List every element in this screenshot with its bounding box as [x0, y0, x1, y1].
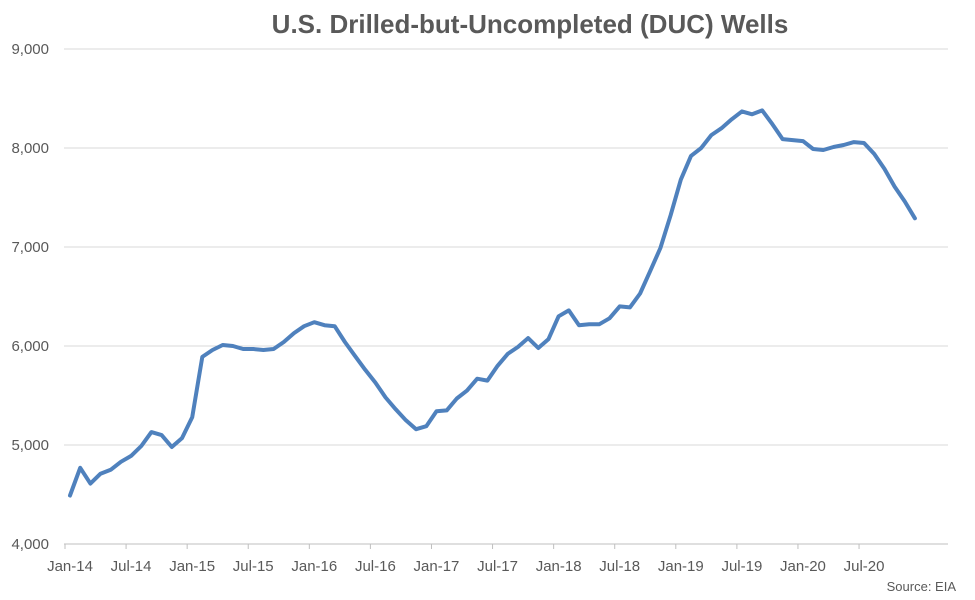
chart-title: U.S. Drilled-but-Uncompleted (DUC) Wells	[272, 9, 789, 39]
y-tick-label: 8,000	[11, 140, 49, 157]
x-tick-label: Jul-14	[111, 558, 152, 575]
source-note: Source: EIA	[887, 579, 957, 594]
y-tick-label: 9,000	[11, 41, 49, 58]
x-tick-label: Jan-19	[658, 558, 704, 575]
x-tick-label: Jan-17	[414, 558, 460, 575]
y-tick-label: 4,000	[11, 536, 49, 553]
y-tick-label: 6,000	[11, 338, 49, 355]
series-layer	[68, 108, 917, 498]
x-tick-label: Jul-20	[844, 558, 885, 575]
x-tick-label: Jul-18	[599, 558, 640, 575]
y-axis-tick-labels: 4,000 5,000 6,000 7,000 8,000 9,000	[11, 41, 49, 553]
gridlines	[64, 48, 948, 446]
x-tick-label: Jul-16	[355, 558, 396, 575]
x-tick-label: Jan-16	[291, 558, 337, 575]
x-tick-label: Jan-14	[47, 558, 93, 575]
series-line-duc-wells	[68, 108, 917, 498]
x-tick-label: Jan-20	[780, 558, 826, 575]
x-tick-label: Jul-19	[721, 558, 762, 575]
x-axis-tick-labels: Jan-14 Jul-14 Jan-15 Jul-15 Jan-16 Jul-16 Jan-…	[47, 544, 884, 575]
x-tick-label: Jan-18	[536, 558, 582, 575]
x-tick-label: Jan-15	[169, 558, 215, 575]
y-tick-label: 5,000	[11, 437, 49, 454]
x-tick-label: Jul-15	[233, 558, 274, 575]
y-tick-label: 7,000	[11, 239, 49, 256]
x-tick-label: Jul-17	[477, 558, 518, 575]
